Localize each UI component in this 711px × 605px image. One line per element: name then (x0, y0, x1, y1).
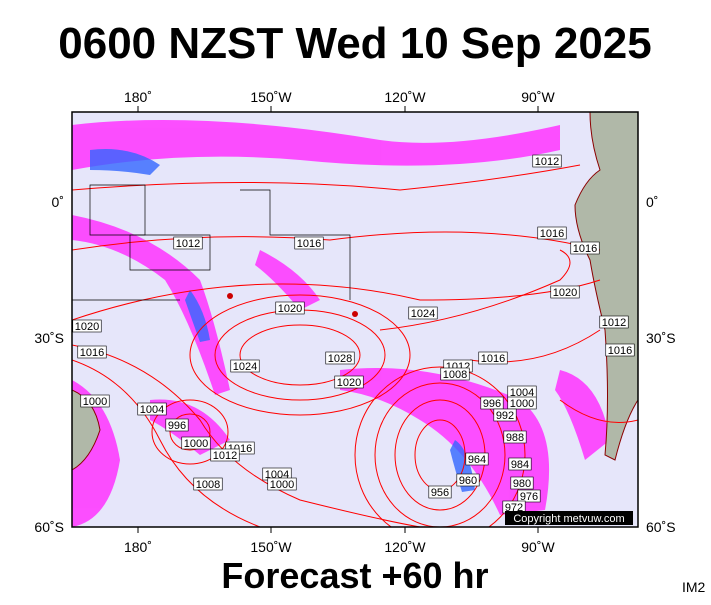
lat-label: 0˚ (52, 194, 64, 210)
isobar-label-box (275, 301, 305, 315)
isobar-label-box (532, 154, 562, 168)
lon-label: 120˚W (384, 89, 426, 105)
isobar-label-box (428, 485, 452, 499)
station (352, 311, 358, 317)
isobar-label: 1000 (184, 438, 208, 450)
isobar-label: 1000 (270, 479, 294, 491)
isobar-label: 1000 (510, 398, 534, 410)
lon-label: 180˚ (124, 539, 152, 555)
isobar-label-box (605, 343, 635, 357)
isobar-label-box (599, 315, 629, 329)
isobar-label-box (181, 436, 211, 450)
lon-label: 180˚ (124, 89, 152, 105)
map-area (72, 112, 638, 527)
lon-label: 120˚W (384, 539, 426, 555)
land (72, 112, 638, 471)
isobar-label: 1020 (75, 321, 99, 333)
isobar-label-box (80, 394, 110, 408)
ocean (72, 112, 638, 527)
copyright: Copyright metvuw.com (513, 513, 624, 525)
isobar-label: 1020 (553, 287, 577, 299)
isobar-label-box (193, 477, 223, 491)
lon-label: 90˚W (521, 539, 555, 555)
isobar-label: 996 (168, 420, 186, 432)
isobar-label: 1020 (337, 377, 361, 389)
isobar-label-box (334, 375, 364, 389)
isobar-label: 980 (513, 478, 531, 490)
isobar-label: 988 (506, 432, 524, 444)
isobar-label-box (72, 319, 102, 333)
isobar-label: 1016 (573, 243, 597, 255)
isobar-label-box (137, 402, 167, 416)
isobar-label-box (503, 430, 527, 444)
isobar-label: 1012 (602, 317, 626, 329)
isobar-label: 996 (483, 398, 501, 410)
isobar-label-box (294, 236, 324, 250)
boundaries (72, 184, 351, 301)
isobar-label-box (210, 448, 240, 462)
isobar-label: 976 (520, 491, 538, 503)
isobar-label-box (230, 359, 260, 373)
isobar-label: 1024 (233, 361, 257, 373)
station (227, 293, 233, 299)
isobar-label: 1008 (443, 369, 467, 381)
isobar-label: 992 (496, 410, 514, 422)
isobar-label: 1016 (80, 347, 104, 359)
lat-label: 30˚S (34, 330, 64, 346)
isobar-label-box (537, 226, 567, 240)
footer: Forecast +60 hr (221, 555, 488, 596)
lat-label: 0˚ (646, 194, 658, 210)
lat-label: 60˚S (646, 519, 676, 535)
isobar-label-box (173, 236, 203, 250)
isobar-label-box (165, 418, 189, 432)
lon-label: 90˚W (521, 89, 555, 105)
lon-label: 150˚W (250, 89, 292, 105)
isobar-label: 1012 (176, 238, 200, 250)
isobar-label: 1004 (510, 387, 534, 399)
isobar-labels: 1012 1012 1016 1016 1016 1020 1024 1020 1020 1016… (72, 154, 635, 514)
lat-label: 30˚S (646, 330, 676, 346)
isobars (72, 164, 638, 527)
isobar-label-box (465, 452, 489, 466)
isobar-label: 1028 (328, 353, 352, 365)
isobar-label: 956 (431, 487, 449, 499)
isobar-label-box (456, 473, 480, 487)
isobar-label: 1016 (540, 228, 564, 240)
isobar-label-box (267, 477, 297, 491)
copyright-box (505, 511, 633, 525)
isobar-label-box (508, 457, 532, 471)
isobar-label-box (325, 351, 355, 365)
isobar-label-box (77, 345, 107, 359)
isobar-label-box (478, 351, 508, 365)
isobar-label-box (507, 396, 537, 410)
isobar-label-box (440, 367, 470, 381)
isobar-label: 960 (459, 475, 477, 487)
isobar-label: 1000 (83, 396, 107, 408)
corner-tag: IM2 (682, 579, 706, 595)
isobar-label: 1008 (196, 479, 220, 491)
isobar-label: 1024 (411, 308, 435, 320)
title: 0600 NZST Wed 10 Sep 2025 (58, 19, 651, 68)
isobar-label: 1004 (140, 404, 164, 416)
isobar-label-box (493, 408, 517, 422)
frame (71, 111, 639, 528)
isobar-label: 964 (468, 454, 486, 466)
lon-label: 150˚W (250, 539, 292, 555)
isobar-label-box (550, 285, 580, 299)
lat-label: 60˚S (34, 519, 64, 535)
isobar-label: 1016 (297, 238, 321, 250)
isobar-label-box (517, 489, 541, 503)
isobar-label-box (570, 241, 600, 255)
isobar-label: 1016 (608, 345, 632, 357)
isobar-label: 1016 (481, 353, 505, 365)
isobar-label: 984 (511, 459, 529, 471)
isobar-label-box (408, 306, 438, 320)
isobar-label-box (480, 396, 504, 410)
isobar-label-box (510, 476, 534, 490)
isobar-label: 1020 (278, 303, 302, 315)
isobar-label: 1012 (535, 156, 559, 168)
isobar-label: 1012 (213, 450, 237, 462)
